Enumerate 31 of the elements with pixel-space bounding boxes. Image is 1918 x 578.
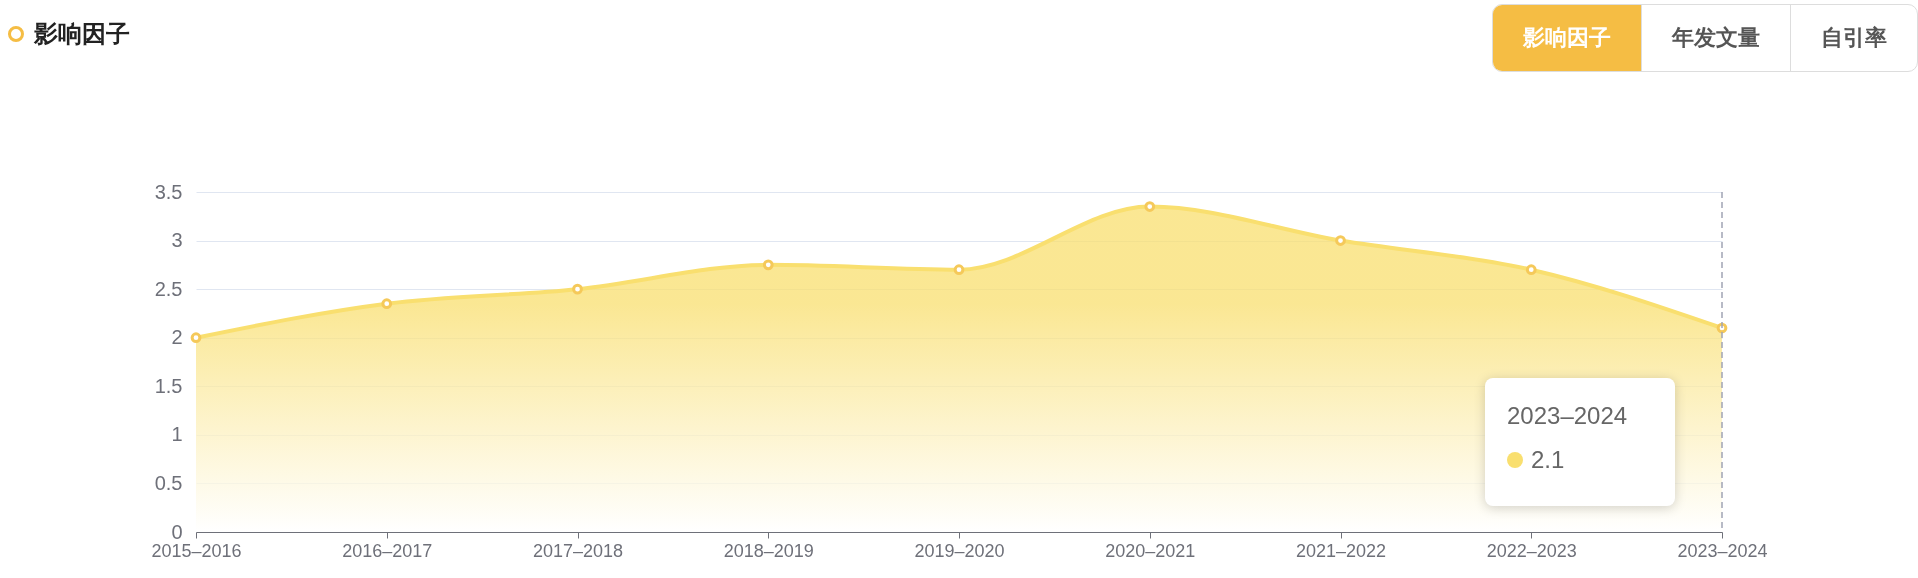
y-tick-label: 0 bbox=[171, 520, 183, 543]
point bbox=[1525, 264, 1537, 276]
chart-title: 影响因子 bbox=[34, 19, 130, 49]
x-tick-label: 2018–2019 bbox=[723, 540, 814, 561]
x-tick-label: 2022–2023 bbox=[1486, 540, 1577, 561]
y-tick-label: 2.5 bbox=[154, 277, 183, 300]
x-tick-label: 2016–2017 bbox=[342, 540, 433, 561]
point bbox=[762, 259, 774, 271]
y-tick-label: 2 bbox=[171, 326, 183, 349]
y-tick-label: 3.5 bbox=[154, 180, 183, 203]
text: 年发文量 bbox=[1641, 5, 1790, 71]
x-tick-label: 2019–2020 bbox=[914, 540, 1005, 561]
point bbox=[381, 298, 393, 310]
point bbox=[953, 264, 965, 276]
point bbox=[572, 283, 583, 295]
x-tick-label: 2017–2018 bbox=[532, 540, 624, 561]
point bbox=[1335, 235, 1346, 246]
text: 自引率 bbox=[1790, 5, 1917, 71]
x-tick-label: 2015–2016 bbox=[151, 540, 242, 561]
y-tick-label: 0.5 bbox=[154, 471, 183, 494]
x-tick-label: 2023–2024 bbox=[1677, 540, 1768, 561]
point bbox=[190, 332, 202, 344]
point bbox=[1144, 201, 1156, 212]
annotation: 2023–2024 bbox=[1507, 402, 1628, 430]
x-tick-label: 2020–2021 bbox=[1105, 540, 1196, 561]
y-tick-label: 3 bbox=[171, 229, 183, 252]
annotation: 2.1 bbox=[1531, 446, 1565, 474]
y-tick-label: 1 bbox=[171, 423, 183, 446]
y-tick-label: 1.5 bbox=[154, 374, 183, 397]
text: 影响因子 bbox=[1493, 5, 1641, 71]
x-tick-label: 2021–2022 bbox=[1295, 540, 1387, 561]
